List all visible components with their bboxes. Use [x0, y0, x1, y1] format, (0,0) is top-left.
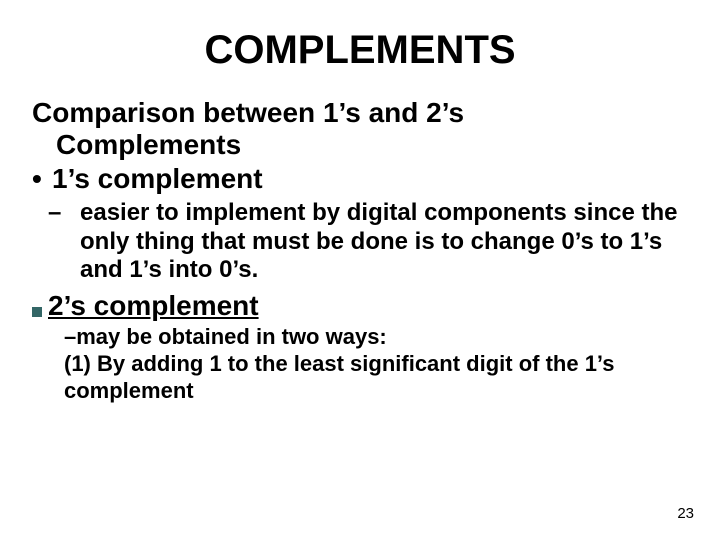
sub-item-twos-line1: –may be obtained in two ways:: [32, 324, 688, 351]
item2-sub1-text: may be obtained in two ways:: [76, 324, 387, 349]
square-bullet-icon: [32, 307, 42, 317]
bullet-item-twos-complement: 2’s complement: [32, 290, 688, 322]
dash-icon: –: [64, 199, 80, 227]
bullet-dot-icon: •: [32, 163, 52, 195]
subtitle-line-2: Complements: [32, 129, 688, 161]
subtitle-line-1: Comparison between 1’s and 2’s: [32, 97, 688, 129]
dash-icon: –: [64, 324, 76, 349]
slide: COMPLEMENTS Comparison between 1’s and 2…: [0, 0, 720, 540]
item1-sub-text: easier to implement by digital component…: [80, 199, 677, 283]
item2-label: 2’s complement: [48, 290, 259, 322]
bullet-item-ones-complement: •1’s complement: [32, 163, 688, 195]
item1-label: 1’s complement: [52, 163, 263, 194]
sub-item-ones-desc: –easier to implement by digital componen…: [32, 199, 688, 284]
slide-title: COMPLEMENTS: [32, 28, 688, 73]
sub-item-twos-line2: (1) By adding 1 to the least significant…: [32, 351, 688, 405]
page-number: 23: [677, 505, 694, 522]
